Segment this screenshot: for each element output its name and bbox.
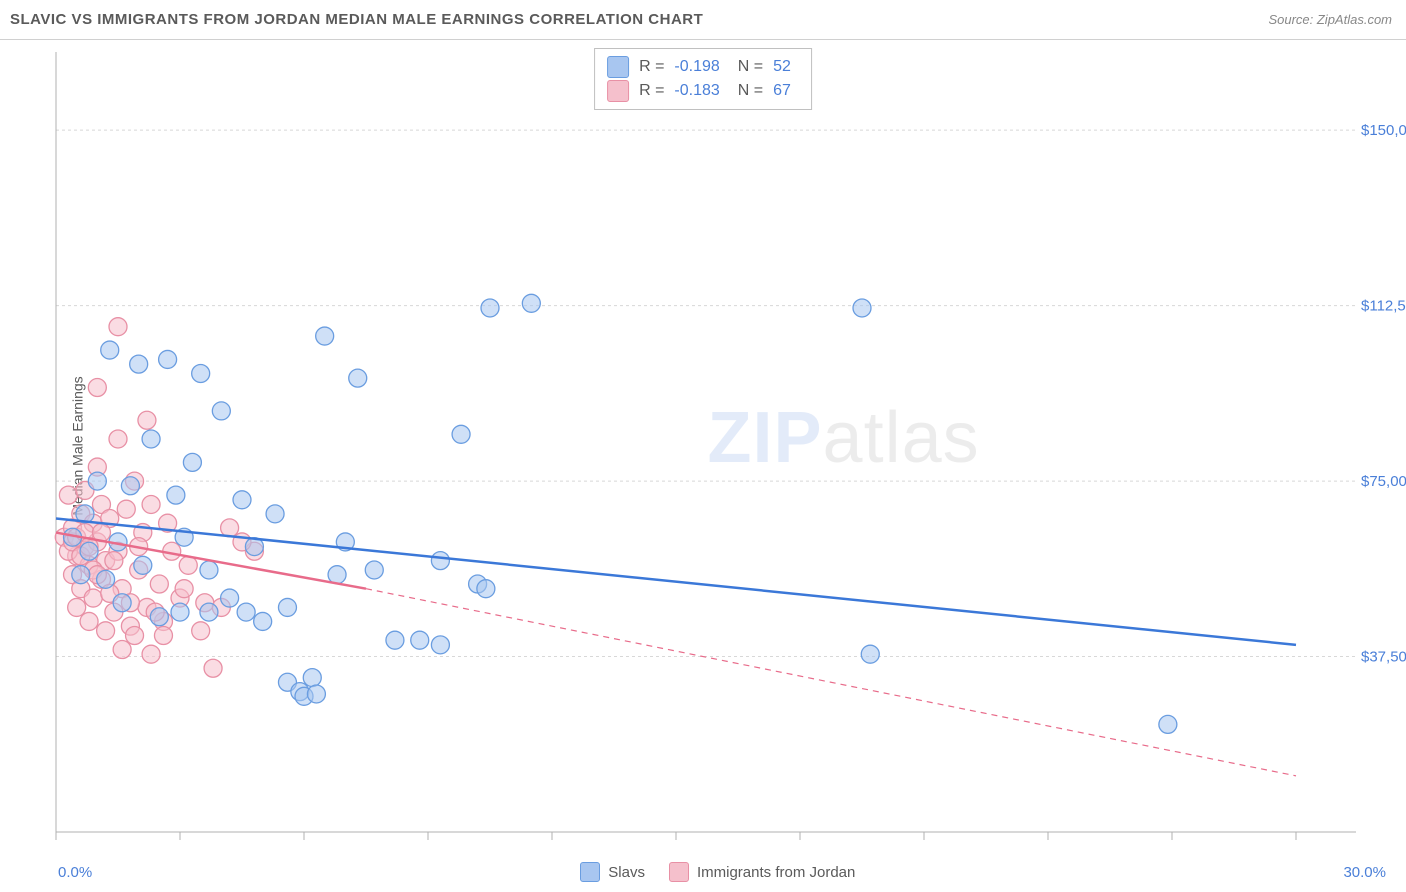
data-point: [192, 364, 210, 382]
data-point: [126, 626, 144, 644]
data-point: [431, 636, 449, 654]
r-value: -0.198: [674, 55, 719, 79]
data-point: [221, 589, 239, 607]
data-point: [134, 556, 152, 574]
data-point: [117, 500, 135, 518]
data-point: [386, 631, 404, 649]
data-point: [307, 685, 325, 703]
data-point: [431, 552, 449, 570]
r-label: R =: [639, 55, 664, 79]
data-point: [142, 430, 160, 448]
data-point: [109, 430, 127, 448]
x-min-label: 0.0%: [58, 864, 92, 881]
data-point: [105, 552, 123, 570]
data-point: [130, 355, 148, 373]
data-point: [233, 491, 251, 509]
swatch-icon: [607, 80, 629, 102]
data-point: [97, 570, 115, 588]
data-point: [101, 341, 119, 359]
data-point: [154, 626, 172, 644]
data-point: [452, 425, 470, 443]
data-point: [159, 350, 177, 368]
data-point: [365, 561, 383, 579]
data-point: [80, 542, 98, 560]
data-point: [97, 622, 115, 640]
correlation-row: R = -0.183 N = 67: [607, 79, 799, 103]
correlation-row: R = -0.198 N = 52: [607, 55, 799, 79]
trend-line-dashed: [366, 589, 1296, 776]
data-point: [237, 603, 255, 621]
n-label: N =: [738, 55, 763, 79]
data-point: [481, 299, 499, 317]
data-point: [254, 612, 272, 630]
legend-label: Immigrants from Jordan: [697, 864, 855, 881]
data-point: [138, 411, 156, 429]
data-point: [861, 645, 879, 663]
data-point: [113, 641, 131, 659]
data-point: [68, 598, 86, 616]
data-point: [171, 603, 189, 621]
data-point: [88, 472, 106, 490]
swatch-icon: [580, 862, 600, 882]
data-point: [88, 379, 106, 397]
data-point: [142, 645, 160, 663]
data-point: [278, 598, 296, 616]
data-point: [109, 318, 127, 336]
series-legend: Slavs Immigrants from Jordan: [580, 862, 855, 882]
chart-header: SLAVIC VS IMMIGRANTS FROM JORDAN MEDIAN …: [0, 0, 1406, 40]
data-point: [204, 659, 222, 677]
data-point: [72, 566, 90, 584]
data-point: [167, 486, 185, 504]
legend-item: Immigrants from Jordan: [669, 862, 855, 882]
data-point: [113, 594, 131, 612]
data-point: [150, 575, 168, 593]
data-point: [121, 477, 139, 495]
y-tick-label: $75,000: [1361, 473, 1406, 490]
n-value: 67: [773, 79, 791, 103]
data-point: [200, 561, 218, 579]
swatch-icon: [669, 862, 689, 882]
y-tick-label: $112,500: [1361, 298, 1406, 315]
data-point: [266, 505, 284, 523]
data-point: [853, 299, 871, 317]
data-point: [477, 580, 495, 598]
scatter-plot: $37,500 $75,000 $112,500 $150,000: [48, 40, 1406, 852]
data-point: [349, 369, 367, 387]
legend-item: Slavs: [580, 862, 645, 882]
data-point: [303, 669, 321, 687]
r-value: -0.183: [674, 79, 719, 103]
n-value: 52: [773, 55, 791, 79]
data-point: [150, 608, 168, 626]
data-point: [179, 556, 197, 574]
data-point: [411, 631, 429, 649]
data-point: [183, 453, 201, 471]
data-point: [212, 402, 230, 420]
data-point: [59, 486, 77, 504]
y-tick-label: $37,500: [1361, 649, 1406, 666]
swatch-icon: [607, 56, 629, 78]
data-point: [142, 495, 160, 513]
source-label: Source: ZipAtlas.com: [1268, 12, 1392, 27]
legend-label: Slavs: [608, 864, 645, 881]
data-point: [80, 612, 98, 630]
chart-title: SLAVIC VS IMMIGRANTS FROM JORDAN MEDIAN …: [10, 11, 703, 28]
data-point: [316, 327, 334, 345]
data-point: [84, 589, 102, 607]
data-point: [192, 622, 210, 640]
correlation-legend: R = -0.198 N = 52 R = -0.183 N = 67: [594, 48, 812, 110]
r-label: R =: [639, 79, 664, 103]
n-label: N =: [738, 79, 763, 103]
trend-line: [56, 519, 1296, 645]
chart-footer: 0.0% Slavs Immigrants from Jordan 30.0%: [0, 852, 1406, 892]
data-point: [328, 566, 346, 584]
plot-area: Median Male Earnings $37,500$75,000$112,…: [0, 40, 1406, 852]
data-point: [200, 603, 218, 621]
data-point: [1159, 715, 1177, 733]
data-point: [522, 294, 540, 312]
y-tick-label: $150,000: [1361, 122, 1406, 139]
data-point: [175, 580, 193, 598]
x-max-label: 30.0%: [1343, 864, 1386, 881]
data-point: [221, 519, 239, 537]
